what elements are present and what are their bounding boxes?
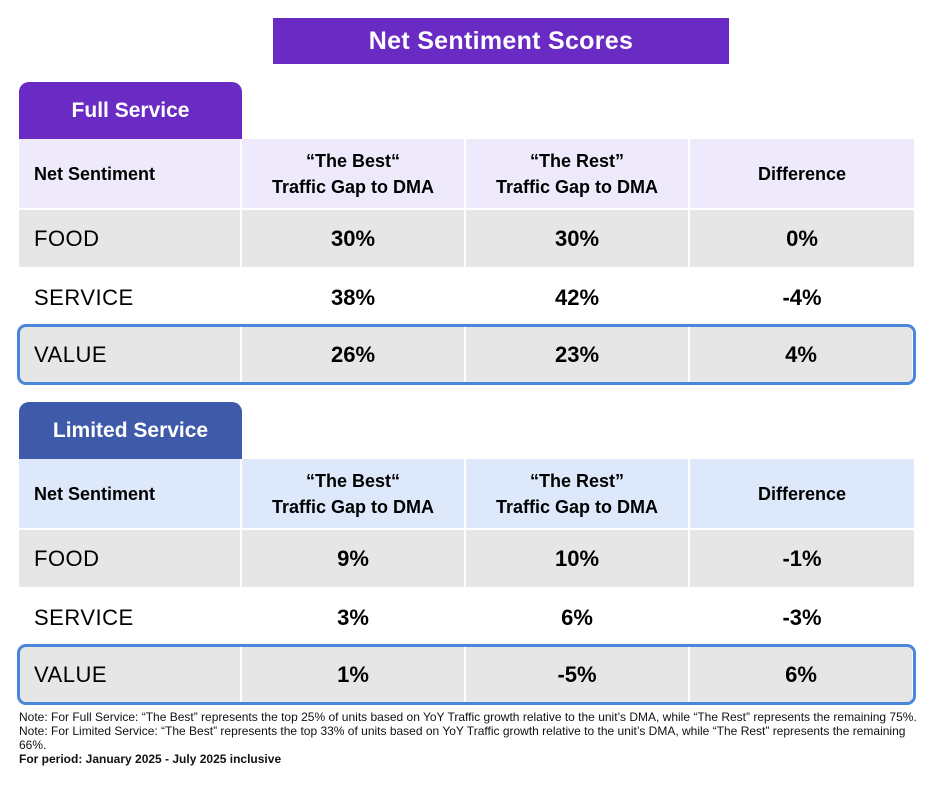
header-the-rest-line2: Traffic Gap to DMA (495, 176, 658, 197)
note-limited-service: Note: For Limited Service: “The Best” re… (19, 724, 906, 752)
difference-value: 4% (690, 326, 914, 383)
best-value: 3% (242, 589, 466, 646)
best-value: 30% (242, 210, 466, 267)
header-the-rest-line1: “The Rest” (529, 470, 624, 491)
table-header-row: Net Sentiment “The Best“ Traffic Gap to D… (19, 459, 914, 530)
best-value: 1% (242, 646, 466, 703)
row-label: VALUE (19, 326, 242, 383)
rest-value: -5% (466, 646, 690, 703)
footnotes: Note: For Full Service: “The Best” repre… (19, 710, 924, 766)
header-the-rest: “The Rest” Traffic Gap to DMA (466, 459, 690, 528)
row-label: FOOD (19, 530, 242, 587)
difference-value: -3% (690, 589, 914, 646)
table-header-row: Net Sentiment “The Best“ Traffic Gap to D… (19, 139, 914, 210)
header-the-best: “The Best“ Traffic Gap to DMA (242, 459, 466, 528)
header-net-sentiment: Net Sentiment (19, 459, 242, 528)
header-the-best-line1: “The Best“ (305, 470, 400, 491)
page-title: Net Sentiment Scores (273, 18, 729, 64)
note-full-service: Note: For Full Service: “The Best” repre… (19, 710, 917, 724)
header-the-rest-line1: “The Rest” (529, 150, 624, 171)
row-label: FOOD (19, 210, 242, 267)
header-the-best: “The Best“ Traffic Gap to DMA (242, 139, 466, 208)
limited-service-tab: Limited Service (19, 402, 242, 459)
difference-value: 6% (690, 646, 914, 703)
full-service-tab: Full Service (19, 82, 242, 139)
header-the-best-line2: Traffic Gap to DMA (271, 496, 434, 517)
best-value: 26% (242, 326, 466, 383)
header-the-best-line1: “The Best“ (305, 150, 400, 171)
header-the-rest: “The Rest” Traffic Gap to DMA (466, 139, 690, 208)
header-difference: Difference (690, 459, 914, 528)
rest-value: 42% (466, 269, 690, 326)
table-row-highlighted: VALUE 1% -5% 6% (17, 644, 916, 705)
header-the-best-line2: Traffic Gap to DMA (271, 176, 434, 197)
header-difference: Difference (690, 139, 914, 208)
row-label: SERVICE (19, 269, 242, 326)
rest-value: 6% (466, 589, 690, 646)
difference-value: -4% (690, 269, 914, 326)
difference-value: -1% (690, 530, 914, 587)
full-service-table: Net Sentiment “The Best“ Traffic Gap to D… (17, 139, 916, 385)
full-service-section: Full Service Net Sentiment “The Best“ Tra… (17, 82, 916, 385)
table-row: SERVICE 3% 6% -3% (19, 589, 914, 646)
header-the-rest-line2: Traffic Gap to DMA (495, 496, 658, 517)
table-row-highlighted: VALUE 26% 23% 4% (17, 324, 916, 385)
rest-value: 30% (466, 210, 690, 267)
rest-value: 23% (466, 326, 690, 383)
best-value: 9% (242, 530, 466, 587)
rest-value: 10% (466, 530, 690, 587)
difference-value: 0% (690, 210, 914, 267)
period-note: For period: January 2025 - July 2025 inc… (19, 752, 282, 766)
table-row: FOOD 30% 30% 0% (19, 210, 914, 269)
table-row: SERVICE 38% 42% -4% (19, 269, 914, 326)
best-value: 38% (242, 269, 466, 326)
header-net-sentiment: Net Sentiment (19, 139, 242, 208)
row-label: VALUE (19, 646, 242, 703)
limited-service-table: Net Sentiment “The Best“ Traffic Gap to D… (17, 459, 916, 705)
limited-service-section: Limited Service Net Sentiment “The Best“… (17, 402, 916, 705)
row-label: SERVICE (19, 589, 242, 646)
table-row: FOOD 9% 10% -1% (19, 530, 914, 589)
